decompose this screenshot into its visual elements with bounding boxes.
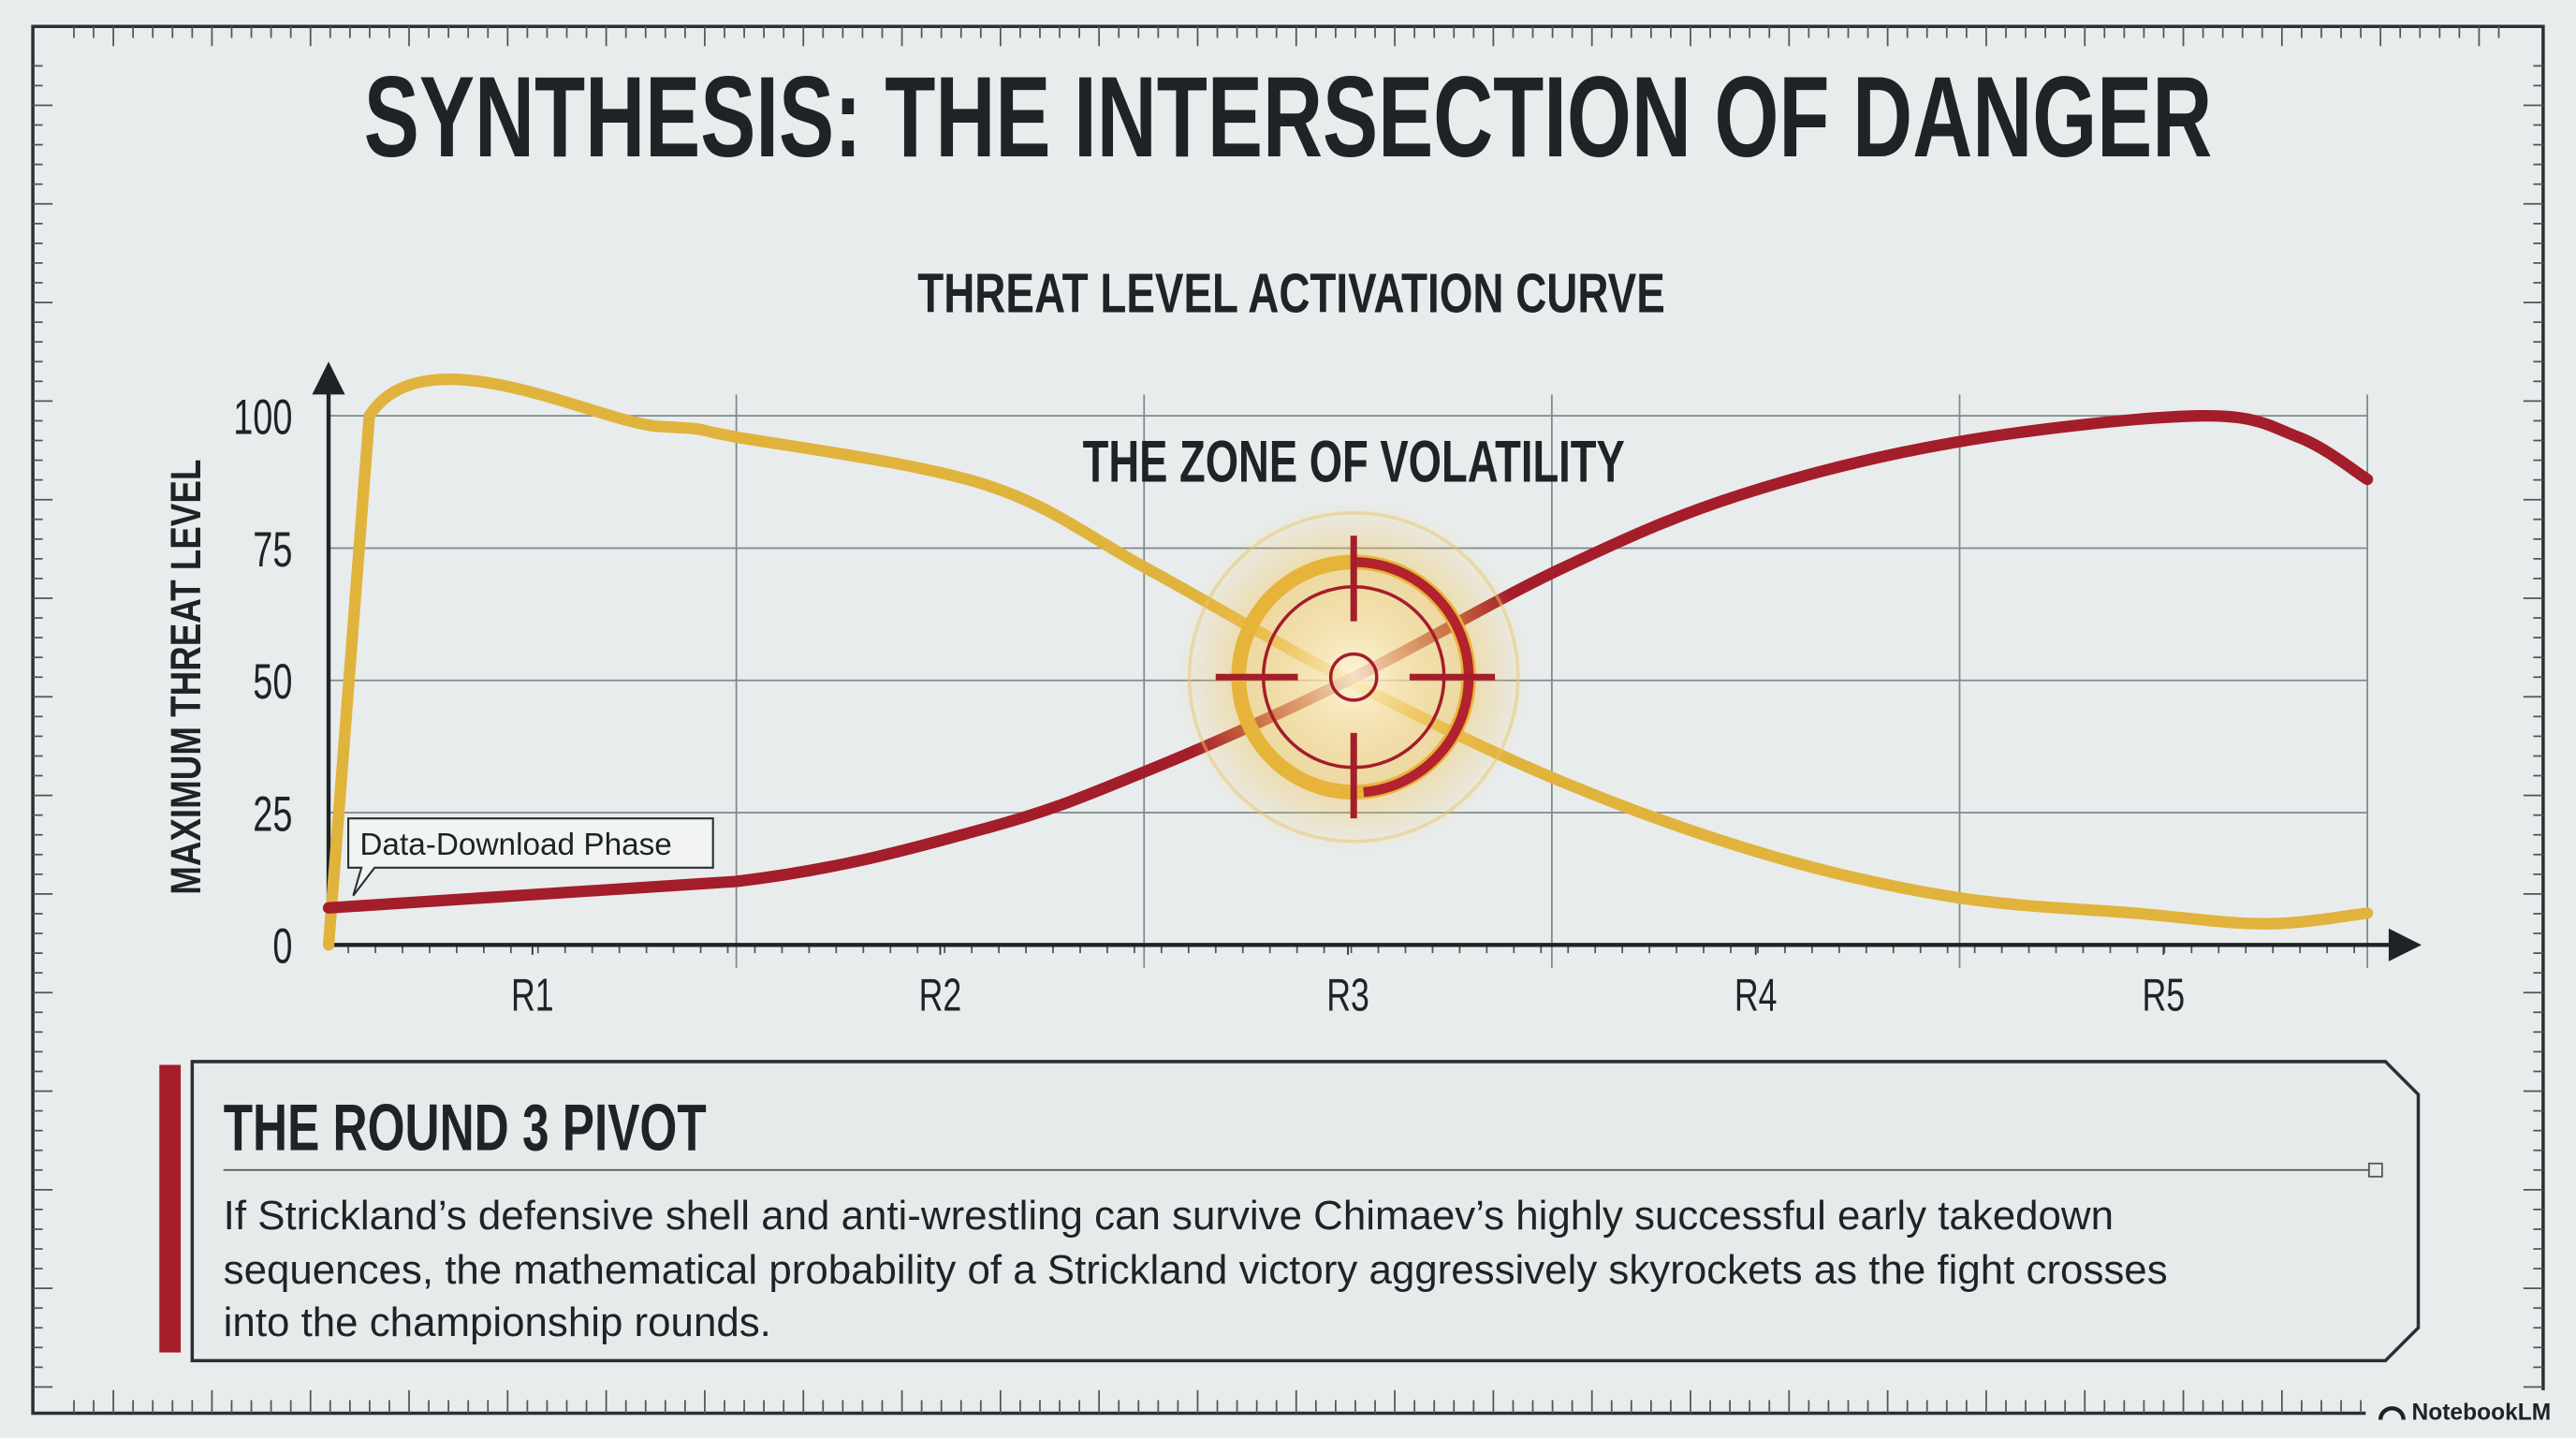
y-tick-label: 0 <box>272 919 292 975</box>
y-axis-arrow <box>312 361 345 395</box>
plot: 0 25 50 75 100 R1 R2 R3 R4 R5 THE ZONE OF VOLATILI… <box>233 361 2422 1021</box>
slide-title: SYNTHESIS: THE INTERSECTION OF DANGER <box>364 53 2212 182</box>
callout-box <box>347 817 714 897</box>
y-axis-label: MAXIMUM THREAT LEVEL <box>162 460 210 895</box>
panel-accent <box>159 1064 182 1353</box>
chart-title: THREAT LEVEL ACTIVATION CURVE <box>917 262 1665 325</box>
x-tick-label: R1 <box>511 971 554 1021</box>
ruler <box>33 26 2543 1414</box>
frame <box>31 24 2545 1416</box>
panel-text-line: If Strickland’s defensive shell and anti… <box>224 1193 2114 1239</box>
panel-rule-end <box>2367 1162 2383 1178</box>
panel-title: THE ROUND 3 PIVOT <box>224 1091 707 1165</box>
panel <box>190 1060 2421 1363</box>
x-tick-label: R2 <box>919 971 962 1021</box>
y-tick-label: 100 <box>233 389 292 445</box>
footer-logo <box>2378 1406 2406 1420</box>
x-axis-arrow <box>2388 928 2422 961</box>
target-reticle <box>1176 499 1531 855</box>
x-tick-label: R5 <box>2142 971 2185 1021</box>
panel-text-line: into the championship rounds. <box>224 1299 771 1345</box>
x-tick-label: R4 <box>1734 971 1778 1021</box>
y-tick-label: 75 <box>253 522 292 578</box>
annotation: Data-Download Phase <box>359 828 671 862</box>
panel-text-line: sequences, the mathematical probability … <box>224 1247 2168 1293</box>
annotation: THE ZONE OF VOLATILITY <box>1083 429 1625 494</box>
y-tick-label: 25 <box>253 786 292 842</box>
footer-brand: NotebookLM <box>2411 1401 2551 1426</box>
y-tick-label: 50 <box>253 654 292 710</box>
x-tick-label: R3 <box>1326 971 1369 1021</box>
